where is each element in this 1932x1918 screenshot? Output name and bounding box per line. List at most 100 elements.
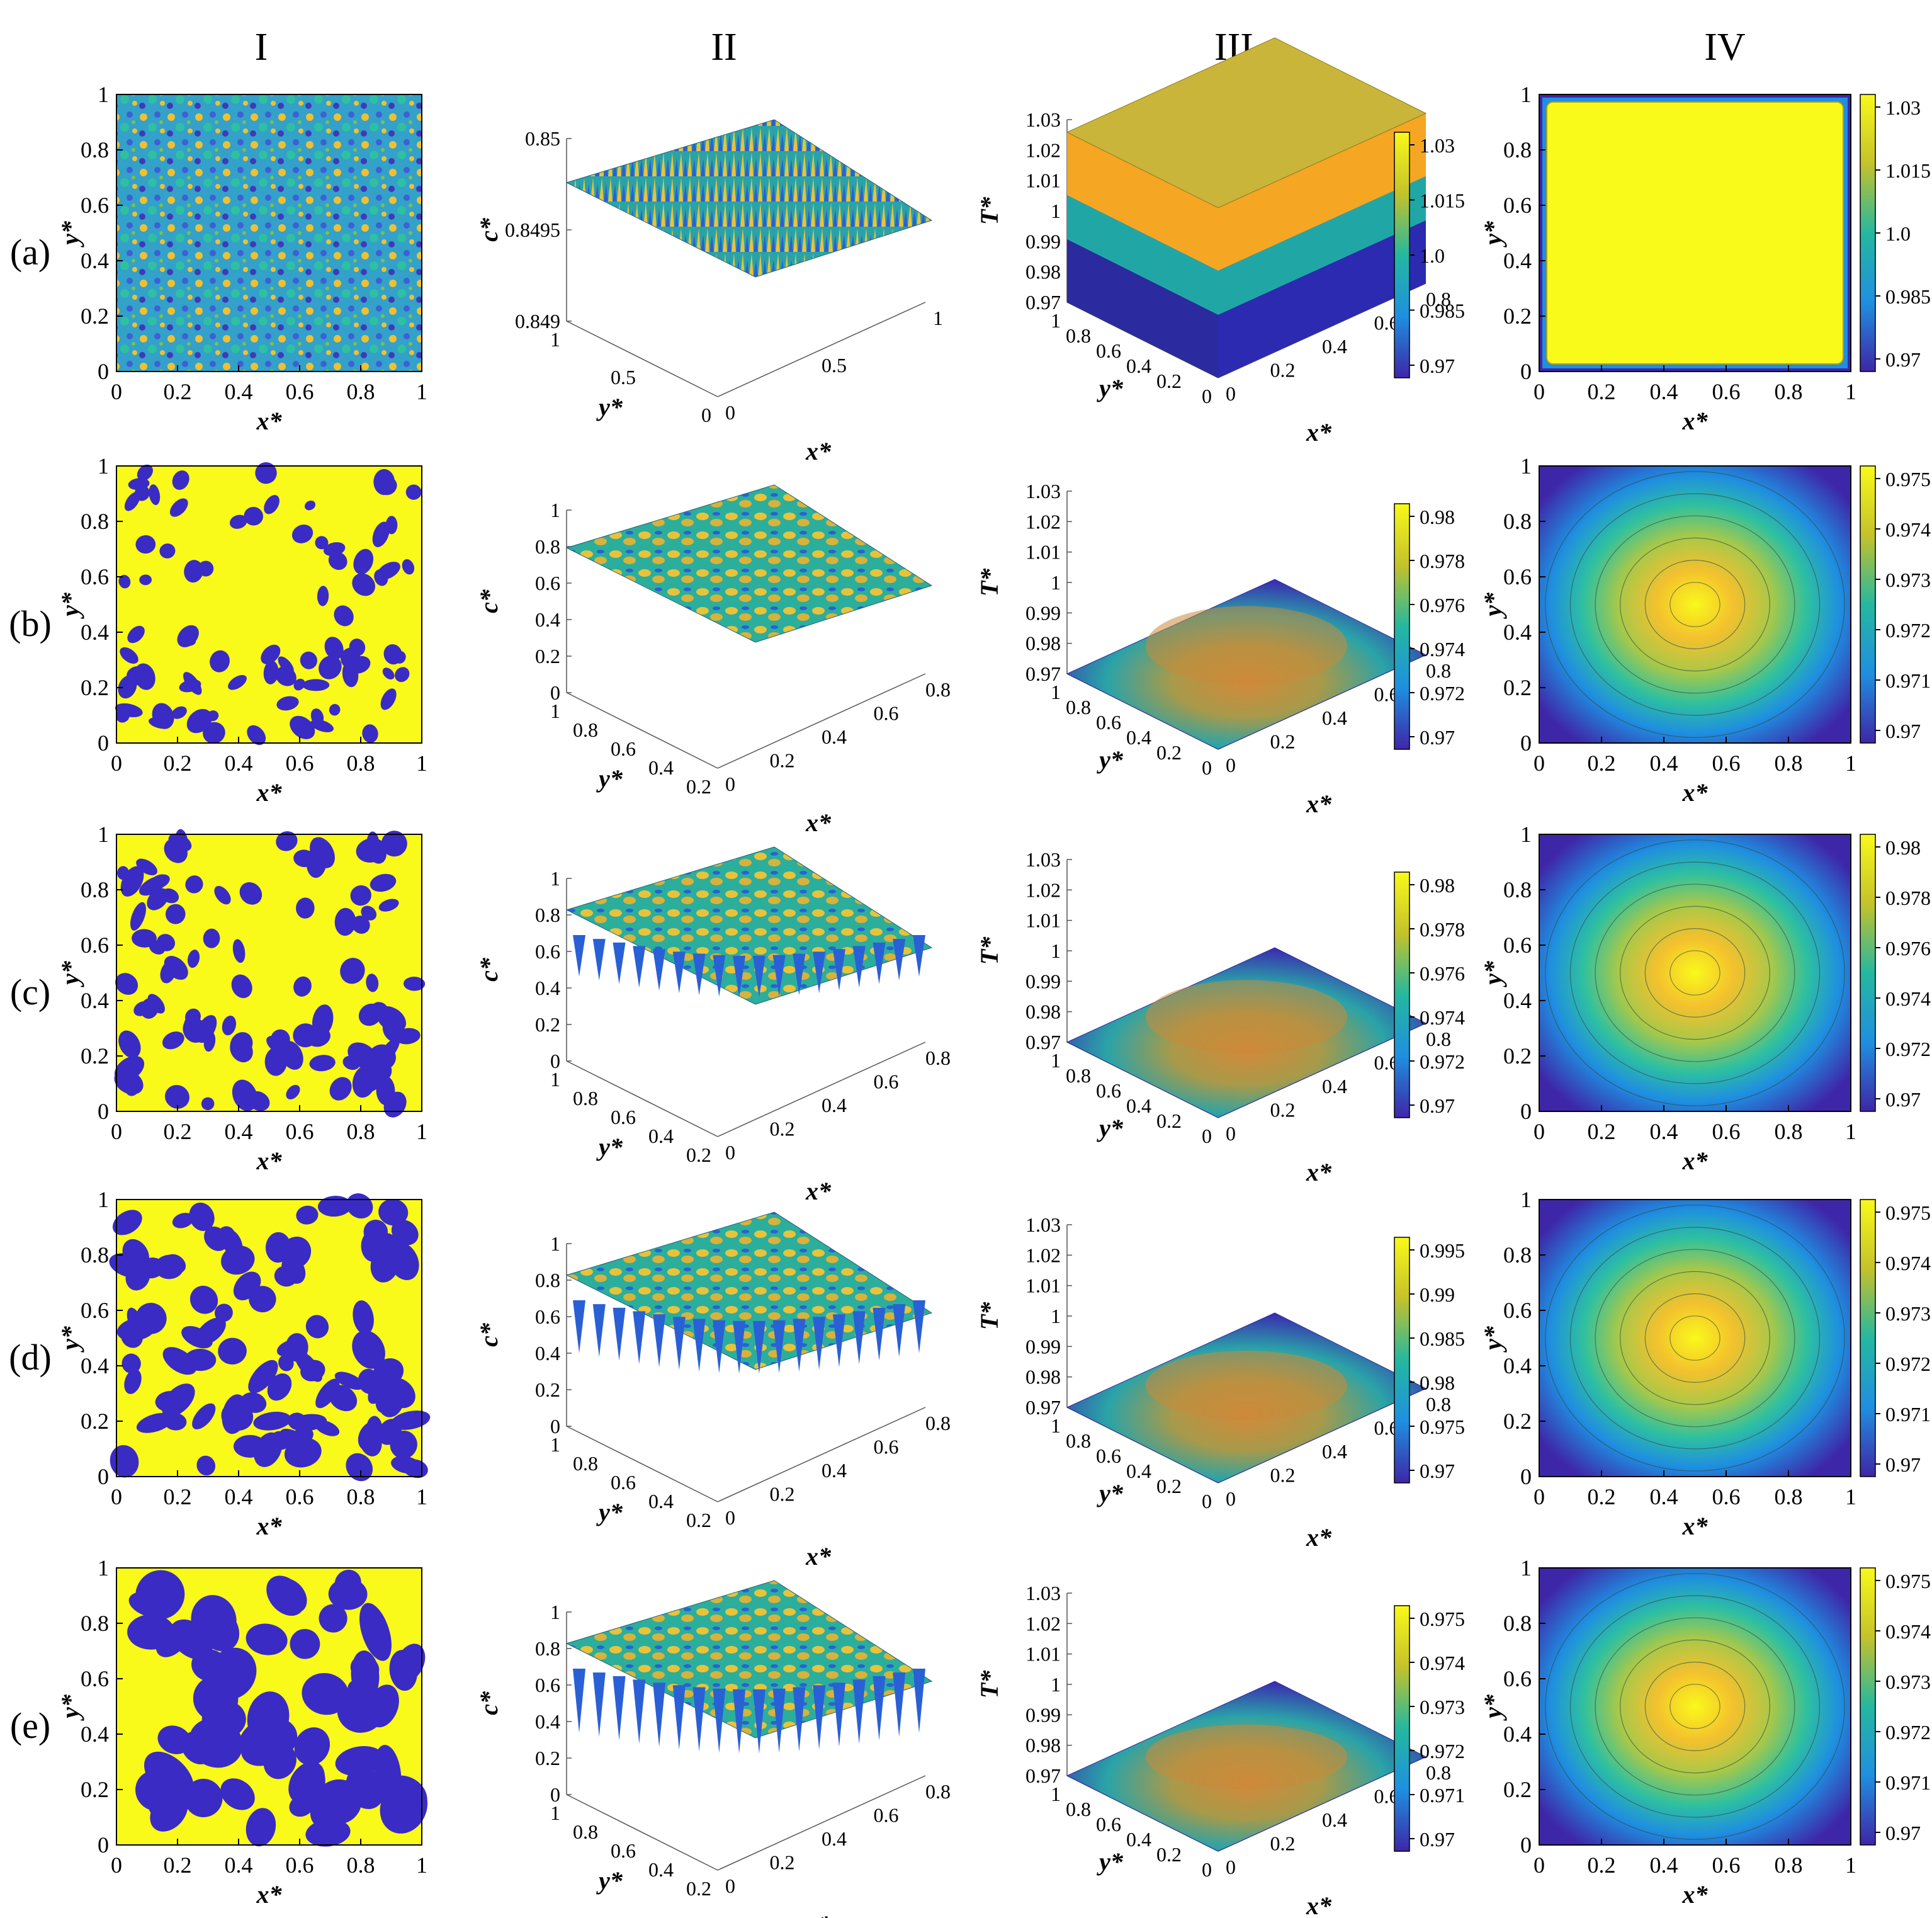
y-tick-label: 0.4 <box>81 620 109 645</box>
x-tick-label: 0 <box>725 1875 735 1897</box>
panel-I-c-frame <box>116 834 422 1112</box>
z-tick-label: 0.99 <box>1025 1703 1061 1726</box>
blue-droplet <box>280 1428 310 1451</box>
surface-trough <box>832 1314 845 1368</box>
colorbar-tick-label: 0.98 <box>1420 874 1455 897</box>
colorbar-tick-label: 0.97 <box>1885 1822 1921 1844</box>
blue-droplet <box>382 667 395 680</box>
blue-droplet <box>309 1055 336 1072</box>
surface-trough <box>733 1320 746 1374</box>
surface-trough <box>752 1689 765 1754</box>
surface-trough <box>653 1314 666 1368</box>
x-tick-label: 0 <box>111 751 122 776</box>
x-tick-label: 0.2 <box>1588 751 1616 776</box>
blue-droplet <box>115 973 138 995</box>
x-tick-label: 0.8 <box>347 1484 375 1509</box>
x-tick-label: 0.2 <box>164 379 192 404</box>
row-e: 0 0.2 0.4 0.6 0.8 100.20.40.60.81x*y*00.20.40… <box>56 1555 1931 1918</box>
y-tick-label: 0.6 <box>81 1666 109 1691</box>
blue-droplet <box>183 672 202 695</box>
panel-III-d-colorbar <box>1394 1237 1410 1484</box>
blue-droplet <box>214 885 231 905</box>
row-label: (a) <box>10 232 50 273</box>
x-tick-label: 0 <box>111 379 122 404</box>
blue-droplet <box>391 1410 431 1430</box>
y-tick-label: 0.8 <box>1503 509 1532 534</box>
panel-II-e: 0 0.2 0.4 0.6 0.8 1 c* 1 0.8 0.6 0.4 0.2 0 0.2 0.4 0.6 0… <box>475 1580 951 1918</box>
panel-III-d: 0.970.980.9911.011.021.03T*10.80.60.40.2… <box>975 1213 1465 1552</box>
blue-droplet <box>305 501 316 511</box>
surface-trough <box>613 1307 626 1361</box>
x-tick-label: 0 <box>1534 379 1545 404</box>
x-tick-label: 0.2 <box>1588 1119 1616 1144</box>
x-tick-label: 1 <box>416 1119 427 1144</box>
x-axis-label: x* <box>1306 1158 1332 1186</box>
x-tick-label: 0.4 <box>822 1094 847 1116</box>
blue-droplet <box>127 625 145 644</box>
y-tick-label: 0 <box>1520 730 1532 756</box>
blue-droplet <box>246 1623 288 1655</box>
y-tick-label: 0.6 <box>1503 1298 1532 1323</box>
temp-contour <box>1595 1249 1795 1427</box>
dome-peak <box>1146 1351 1347 1420</box>
x-tick-label: 0 <box>1226 1122 1236 1145</box>
surface-trough <box>672 951 686 994</box>
y-tick-label: 1 <box>550 700 560 722</box>
colorbar-tick-label: 0.99 <box>1420 1283 1455 1306</box>
y-tick-label: 0.8 <box>1066 1064 1091 1087</box>
x-tick-label: 0 <box>1534 1484 1545 1509</box>
x-tick-label: 0.4 <box>1650 1484 1678 1509</box>
surface-trough <box>713 1320 726 1373</box>
z-tick-label: 0.99 <box>1025 970 1061 992</box>
surface-trough <box>613 942 626 984</box>
blue-droplet <box>155 1622 189 1657</box>
colorbar-tick-label: 0.974 <box>1885 518 1931 541</box>
blue-droplet <box>291 525 314 543</box>
colorbar-tick-label: 1.015 <box>1885 159 1931 182</box>
x-tick-label: 0.6 <box>286 379 314 404</box>
colorbar-tick-label: 1.03 <box>1420 134 1455 157</box>
blue-droplet <box>394 651 406 664</box>
surface-trough <box>573 1300 585 1353</box>
colorbar-tick-label: 0.971 <box>1885 1403 1931 1426</box>
blue-droplet <box>196 1455 216 1476</box>
x-tick-label: 0.6 <box>874 1436 899 1458</box>
x-tick-label: 0.6 <box>1712 1484 1741 1509</box>
z-tick-label: 1.02 <box>1025 1244 1061 1266</box>
blue-droplet <box>246 1808 276 1847</box>
x-tick-label: 0 <box>111 1853 122 1878</box>
z-tick-label: 0.98 <box>1025 1001 1061 1023</box>
blue-droplet <box>300 651 317 669</box>
y-tick-label: 0 <box>1202 1125 1212 1147</box>
y-tick-label: 0 <box>98 1464 109 1489</box>
z-tick-label: 0.98 <box>1025 1734 1061 1757</box>
y-tick-label: 0.4 <box>648 1858 674 1881</box>
colorbar-tick-label: 0.97 <box>1420 1460 1455 1482</box>
temp-plateau <box>1546 101 1844 365</box>
colorbar-tick-label: 0.972 <box>1420 682 1465 705</box>
block-band-teal <box>1067 176 1426 315</box>
panel-II-b: 0 0.2 0.4 0.6 0.8 1 c* 1 0.8 0.6 0.4 0.2 0 0.2 0.4 0.6 0… <box>475 484 951 837</box>
blue-droplet <box>247 725 266 746</box>
blue-droplet <box>329 1077 352 1101</box>
x-tick-label: 1 <box>1845 751 1856 776</box>
blue-droplet <box>352 1330 385 1369</box>
y-tick-label: 1 <box>1051 1049 1061 1072</box>
blue-droplet <box>274 1266 298 1287</box>
x-tick-label: 0.2 <box>164 751 192 776</box>
colorbar-tick-label: 0.974 <box>1885 987 1931 1010</box>
colorbar-tick-label: 0.974 <box>1885 1252 1931 1274</box>
y-axis-label: y* <box>596 764 623 793</box>
blue-droplet <box>203 722 225 744</box>
x-tick-label: 0.4 <box>1650 1853 1678 1878</box>
y-tick-label: 0.4 <box>1126 355 1151 377</box>
x-tick-label: 0.8 <box>925 1780 951 1803</box>
temp-contour <box>1620 905 1770 1040</box>
x-tick-label: 0.8 <box>925 1412 951 1434</box>
z-tick-label: 1.02 <box>1025 139 1061 161</box>
x-tick-label: 0.4 <box>225 379 253 404</box>
x-tick-label: 1 <box>416 1853 427 1878</box>
blue-droplet <box>364 1072 385 1092</box>
temp-contour <box>1545 1205 1845 1472</box>
blue-droplet <box>214 1303 233 1322</box>
